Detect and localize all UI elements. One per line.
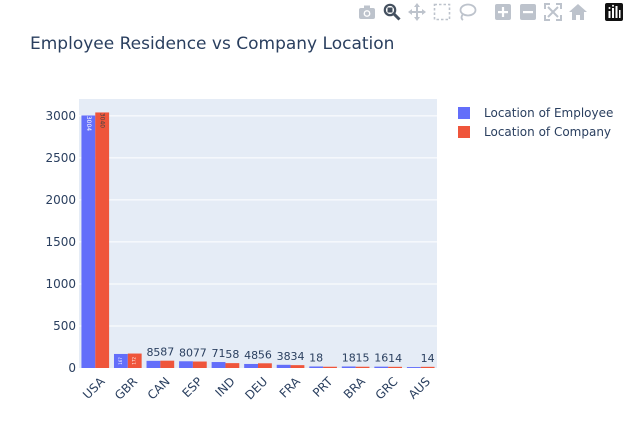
y-tick-label: 2000 [45, 193, 76, 207]
bar-company[interactable] [127, 353, 142, 368]
reset-axes-icon [569, 4, 587, 20]
bar-employee[interactable] [113, 353, 128, 368]
bar-data-label: 18 [342, 351, 356, 364]
zoom-out-icon [520, 4, 536, 20]
bar-data-label: 14 [421, 352, 435, 365]
y-tick-label: 1500 [45, 235, 76, 249]
x-tick-label: BRA [341, 374, 369, 402]
bar-employee[interactable] [179, 361, 193, 368]
pan-button[interactable] [407, 2, 427, 22]
x-tick-label: USA [80, 374, 108, 402]
bar-data-label: 3040 [99, 113, 106, 128]
y-tick-label: 0 [68, 361, 76, 375]
bar-data-label: 18 [309, 351, 323, 364]
bar-company[interactable] [420, 366, 435, 368]
bar-employee[interactable] [211, 362, 226, 368]
camera-button[interactable] [357, 2, 377, 22]
x-tick-label: ESP [179, 374, 205, 400]
x-tick-label: FRA [277, 374, 304, 401]
zoom-icon [383, 3, 401, 21]
bar-employee[interactable] [374, 366, 389, 368]
bar-data-label: 14 [388, 352, 402, 365]
legend-swatch[interactable] [458, 126, 470, 138]
bar-data-label: 167 [118, 357, 123, 365]
y-tick-label: 500 [53, 319, 76, 333]
plotly-logo-button[interactable] [604, 2, 624, 22]
legend-label[interactable]: Location of Employee [484, 106, 613, 120]
bar-company[interactable] [388, 366, 403, 368]
chart-title: Employee Residence vs Company Location [30, 34, 394, 54]
modebar [357, 2, 624, 22]
bar-employee[interactable] [244, 363, 258, 368]
bar-data-label: 56 [258, 348, 272, 361]
legend-swatch[interactable] [458, 107, 470, 119]
bar-data-label: 16 [374, 352, 388, 365]
bar-data-label: 172 [132, 357, 137, 365]
bar-employee[interactable] [81, 115, 96, 368]
zoom-out-button[interactable] [518, 2, 538, 22]
bar-employee[interactable] [146, 360, 161, 368]
zoom-in-icon [495, 4, 511, 20]
bar-employee[interactable] [406, 367, 421, 368]
plot-background [79, 99, 437, 368]
plotly-logo-icon [605, 3, 623, 21]
x-tick-label: GBR [112, 374, 140, 402]
box-select-button[interactable] [432, 2, 452, 22]
bar-data-label: 38 [277, 350, 291, 363]
bar-employee[interactable] [341, 366, 356, 368]
bar-data-label: 48 [244, 349, 258, 362]
bar-company[interactable] [323, 366, 337, 368]
bar-data-label: 85 [146, 346, 160, 359]
bar-employee[interactable] [309, 366, 324, 368]
reset-axes-button[interactable] [568, 2, 588, 22]
bar-data-label: 71 [212, 347, 226, 360]
y-tick-label: 3000 [45, 109, 76, 123]
lasso-select-button[interactable] [457, 2, 477, 22]
bar-data-label: 77 [193, 347, 207, 360]
x-tick-label: GRC [373, 374, 401, 402]
bar-company[interactable] [355, 366, 370, 368]
zoom-button[interactable] [382, 2, 402, 22]
camera-icon [359, 5, 375, 19]
legend-label[interactable]: Location of Company [484, 125, 611, 139]
y-tick-label: 2500 [45, 151, 76, 165]
x-tick-label: DEU [242, 374, 270, 402]
bar-company[interactable] [290, 365, 305, 368]
x-tick-label: PRT [310, 374, 336, 400]
bar-data-label: 34 [290, 350, 304, 363]
bar-company[interactable] [258, 363, 272, 368]
bar-company[interactable] [160, 360, 175, 368]
lasso-select-icon [459, 3, 477, 21]
y-tick-label: 1000 [45, 277, 76, 291]
x-tick-label: IND [213, 374, 238, 399]
autoscale-icon [544, 3, 562, 21]
bar-company[interactable] [192, 361, 207, 368]
x-tick-label: CAN [145, 374, 173, 402]
zoom-in-button[interactable] [493, 2, 513, 22]
autoscale-button[interactable] [543, 2, 563, 22]
pan-icon [408, 3, 426, 21]
bar-employee[interactable] [276, 364, 291, 368]
bar-data-label: 58 [225, 348, 239, 361]
bar-data-label: 80 [179, 346, 193, 359]
bar-data-label: 87 [160, 346, 174, 359]
bar-data-label: 3004 [85, 116, 92, 131]
bar-data-label: 15 [356, 352, 370, 365]
bar-company[interactable] [225, 363, 240, 368]
box-select-icon [433, 3, 451, 21]
x-tick-label: AUS [406, 374, 433, 401]
bar-company[interactable] [95, 112, 110, 368]
